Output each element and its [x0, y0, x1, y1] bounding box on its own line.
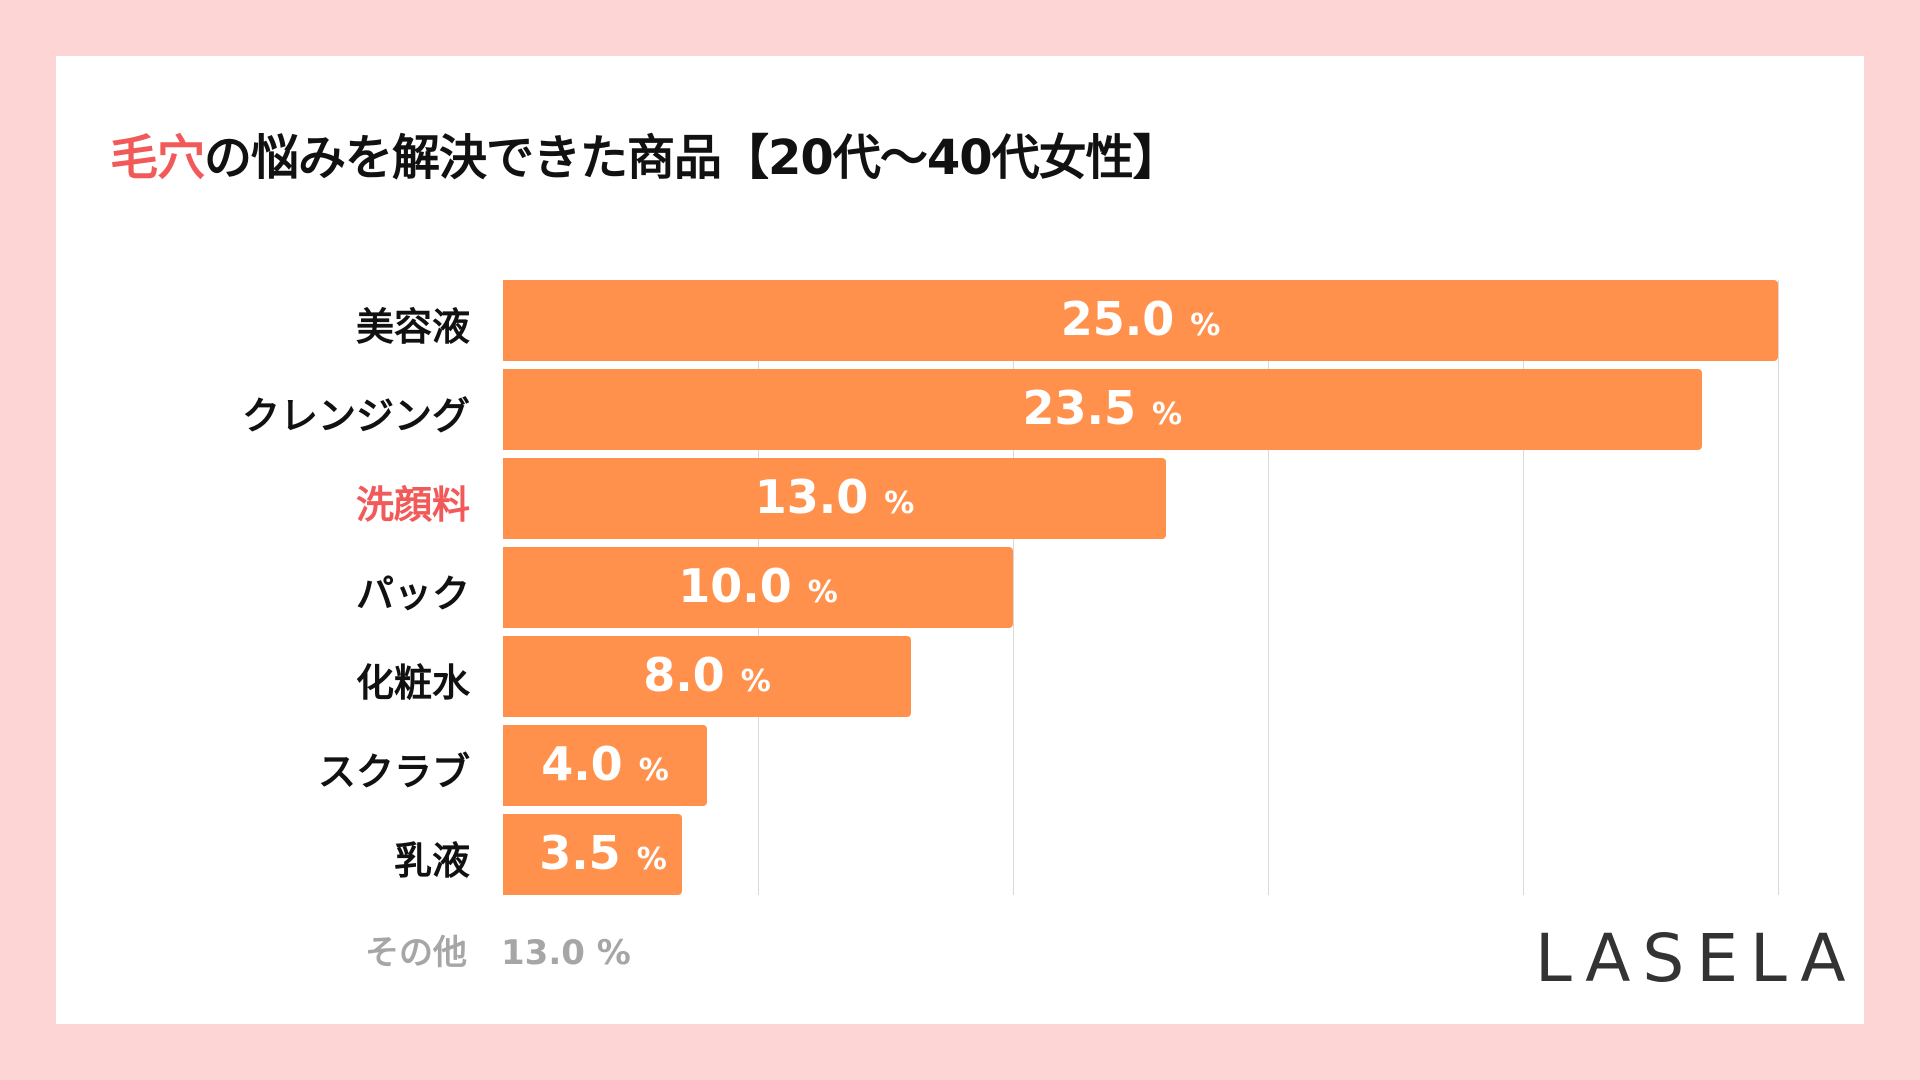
- bar: [503, 458, 1166, 539]
- other-value: 13.0 %: [501, 933, 631, 973]
- category-label: クレンジング: [241, 394, 470, 438]
- bar: [503, 369, 1702, 450]
- gridline: [1523, 280, 1524, 895]
- data-label: 25.0 %: [1060, 292, 1221, 346]
- category-label: 化粧水: [355, 661, 470, 705]
- data-label: 8.0 %: [643, 648, 771, 702]
- category-label: 洗顔料: [355, 483, 470, 527]
- bar: [503, 636, 911, 717]
- category-label: 乳液: [393, 839, 470, 883]
- other-label: その他: [365, 933, 467, 973]
- chart-card: [56, 56, 1864, 1024]
- gridline: [1778, 280, 1779, 895]
- data-label: 13.0 %: [754, 470, 915, 524]
- data-label: 4.0 %: [541, 737, 669, 791]
- lasela-logo: LASELA: [1535, 920, 1858, 997]
- bar: [503, 814, 682, 895]
- data-label: 3.5 %: [539, 826, 667, 880]
- category-label: 美容液: [355, 305, 470, 349]
- category-label: スクラブ: [317, 750, 470, 794]
- data-label: 10.0 %: [678, 559, 838, 613]
- gridline: [1268, 280, 1269, 895]
- bar: [503, 725, 707, 806]
- data-label: 23.5 %: [1022, 381, 1183, 435]
- other-note: その他 13.0 %: [365, 925, 665, 974]
- chart-title: 毛穴の悩みを解決できた商品【20代〜40代女性】: [110, 118, 1181, 188]
- title-accent: 毛穴: [110, 130, 205, 186]
- title-rest: の悩みを解決できた商品【20代〜40代女性】: [204, 130, 1181, 186]
- bar: [503, 547, 1013, 628]
- bar: [503, 280, 1778, 361]
- category-label: パック: [355, 572, 470, 616]
- gridline: [1013, 280, 1014, 895]
